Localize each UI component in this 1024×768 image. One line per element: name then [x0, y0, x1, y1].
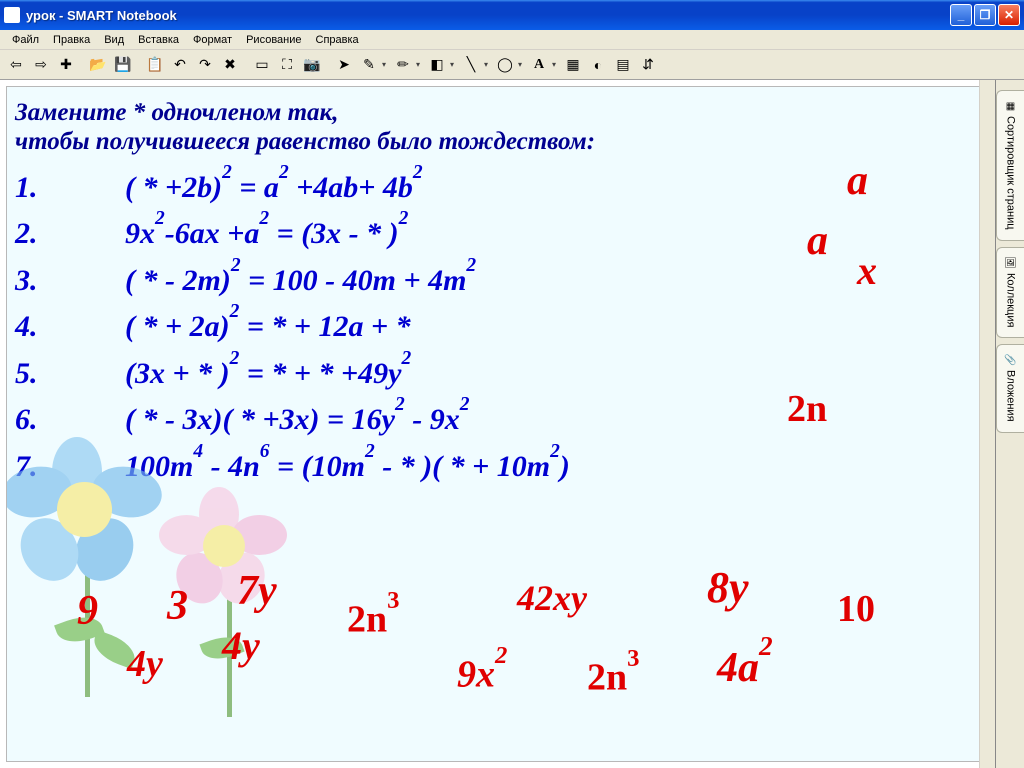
menu-file[interactable]: Файл: [6, 32, 45, 48]
paste-icon[interactable]: 📋: [143, 53, 167, 77]
prev-page-icon[interactable]: ⇦: [4, 53, 28, 77]
fullscreen-icon[interactable]: ⛶: [275, 53, 299, 77]
text-dropdown[interactable]: ▾: [552, 60, 560, 69]
answer-token[interactable]: 7y: [237, 567, 277, 615]
menu-format[interactable]: Формат: [187, 32, 238, 48]
tab-page-sorter[interactable]: ▦ Сортировщик страниц: [996, 90, 1024, 241]
move-toolbar-icon[interactable]: ⇵: [636, 53, 660, 77]
answer-token[interactable]: 42xy: [517, 577, 587, 619]
menu-draw[interactable]: Рисование: [240, 32, 307, 48]
transparency-icon[interactable]: ◐: [586, 53, 610, 77]
answer-token[interactable]: 4a2: [717, 642, 773, 692]
heading-line2: чтобы получившееся равенство было тождес…: [15, 128, 976, 157]
capture-icon[interactable]: 📷: [300, 53, 324, 77]
page-canvas[interactable]: Замените * одночленом так, чтобы получив…: [6, 86, 985, 762]
line-dropdown[interactable]: ▾: [484, 60, 492, 69]
screen-shade-icon[interactable]: ▭: [250, 53, 274, 77]
redo-icon[interactable]: ↷: [193, 53, 217, 77]
answer-token[interactable]: 3: [167, 582, 188, 630]
answer-token[interactable]: 2n: [787, 387, 827, 431]
window-buttons: _ ❐ ✕: [950, 4, 1020, 26]
heading-line1: Замените * одночленом так,: [15, 99, 976, 128]
creative-pen-icon[interactable]: ✏: [391, 53, 415, 77]
side-tabs: ▦ Сортировщик страниц 🖼 Коллекция 📎 Влож…: [996, 80, 1024, 768]
menu-view[interactable]: Вид: [98, 32, 130, 48]
workspace: Замените * одночленом так, чтобы получив…: [0, 80, 1024, 768]
delete-icon[interactable]: ✖: [218, 53, 242, 77]
pointer-icon[interactable]: ➤: [332, 53, 356, 77]
add-page-icon[interactable]: ✚: [54, 53, 78, 77]
maximize-button[interactable]: ❐: [974, 4, 996, 26]
open-icon[interactable]: 📂: [86, 53, 110, 77]
pen-icon[interactable]: ✎: [357, 53, 381, 77]
tab-attach-label: Вложения: [1005, 370, 1017, 422]
gallery-icon: 🖼: [1004, 258, 1017, 269]
next-page-icon[interactable]: ⇨: [29, 53, 53, 77]
answer-token[interactable]: 9: [77, 587, 98, 635]
menu-help[interactable]: Справка: [310, 32, 365, 48]
tab-sorter-label: Сортировщик страниц: [1005, 116, 1017, 230]
title-bar: урок - SMART Notebook _ ❐ ✕: [0, 0, 1024, 30]
sorter-icon: ▦: [1006, 101, 1015, 112]
answer-token[interactable]: 8y: [707, 562, 749, 613]
answer-token[interactable]: 9x2: [457, 652, 507, 697]
shape-icon[interactable]: ◯: [493, 53, 517, 77]
close-button[interactable]: ✕: [998, 4, 1020, 26]
answer-token[interactable]: a: [807, 217, 828, 265]
equation-row[interactable]: 3.( * - 2m)2 = 100 - 40m + 4m2: [15, 258, 976, 305]
answer-token[interactable]: x: [857, 247, 877, 294]
pen-dropdown[interactable]: ▾: [382, 60, 390, 69]
undo-icon[interactable]: ↶: [168, 53, 192, 77]
tab-gallery[interactable]: 🖼 Коллекция: [996, 247, 1024, 338]
tab-gallery-label: Коллекция: [1005, 273, 1017, 327]
answer-token[interactable]: a: [847, 157, 868, 205]
shape-dropdown[interactable]: ▾: [518, 60, 526, 69]
attachment-icon: 📎: [1004, 355, 1016, 366]
toolbar: ⇦ ⇨ ✚ 📂 💾 📋 ↶ ↷ ✖ ▭ ⛶ 📷 ➤ ✎ ▾ ✏ ▾ ◧ ▾ ╲ …: [0, 50, 1024, 80]
text-icon[interactable]: A: [527, 53, 551, 77]
window-title: урок - SMART Notebook: [26, 8, 950, 23]
menu-insert[interactable]: Вставка: [132, 32, 185, 48]
menu-bar: Файл Правка Вид Вставка Формат Рисование…: [0, 30, 1024, 50]
tab-attachments[interactable]: 📎 Вложения: [996, 344, 1024, 433]
app-icon: [4, 7, 20, 23]
answer-token[interactable]: 10: [837, 587, 875, 631]
save-icon[interactable]: 💾: [111, 53, 135, 77]
minimize-button[interactable]: _: [950, 4, 972, 26]
canvas-area: Замените * одночленом так, чтобы получив…: [0, 80, 996, 768]
answer-token[interactable]: 4y: [127, 642, 163, 686]
eraser-icon[interactable]: ◧: [425, 53, 449, 77]
fill-icon[interactable]: ▦: [561, 53, 585, 77]
line-icon[interactable]: ╲: [459, 53, 483, 77]
equation-row[interactable]: 1.( * +2b)2 = a2 +4ab+ 4b2: [15, 165, 976, 212]
menu-edit[interactable]: Правка: [47, 32, 96, 48]
more-icon[interactable]: ▤: [611, 53, 635, 77]
task-heading: Замените * одночленом так, чтобы получив…: [7, 87, 984, 161]
equation-row[interactable]: 4.( * + 2a)2 = * + 12a + *: [15, 304, 976, 351]
creative-pen-dropdown[interactable]: ▾: [416, 60, 424, 69]
vertical-scrollbar[interactable]: [979, 80, 995, 768]
answer-token[interactable]: 4y: [222, 622, 260, 669]
answer-token[interactable]: 2n3: [347, 597, 399, 642]
equation-row[interactable]: 2.9x2-6ax +a2 = (3x - * )2: [15, 211, 976, 258]
answer-token[interactable]: 2n3: [587, 655, 639, 700]
equation-row[interactable]: 5.(3x + * )2 = * + * +49y2: [15, 351, 976, 398]
eraser-dropdown[interactable]: ▾: [450, 60, 458, 69]
